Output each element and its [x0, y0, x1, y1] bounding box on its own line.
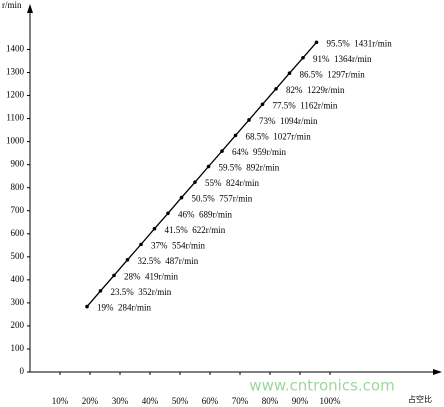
x-tick-label: 20% — [82, 396, 99, 406]
x-tick-label: 70% — [232, 396, 249, 406]
x-tick-label: 10% — [52, 396, 69, 406]
point-label: 37% 554r/min — [151, 240, 205, 250]
point — [166, 211, 170, 216]
y-tick-label: 1200 — [6, 90, 25, 100]
point-label: 19% 284r/min — [97, 303, 151, 313]
point-label: 95.5% 1431r/min — [327, 38, 393, 48]
point-label: 73% 1094r/min — [259, 116, 318, 126]
y-tick-label: 100 — [11, 343, 25, 353]
point — [179, 195, 184, 200]
point-label: 59.5% 892r/min — [219, 163, 280, 173]
y-tick-label: 700 — [11, 205, 25, 215]
y-tick-label: 500 — [11, 251, 25, 261]
point — [85, 304, 89, 309]
point-label: 77.5% 1162r/min — [273, 100, 338, 110]
y-tick-label: 200 — [11, 320, 25, 330]
point — [260, 102, 265, 107]
point — [139, 242, 143, 247]
point — [247, 118, 251, 122]
y-tick-label: 800 — [11, 182, 25, 192]
point-label: 86.5% 1297r/min — [300, 69, 366, 79]
point-label: 91% 1364r/min — [313, 54, 372, 64]
x-tick-label: 30% — [112, 396, 129, 406]
y-arrow — [27, 4, 33, 13]
point-label: 46% 689r/min — [178, 209, 232, 219]
point-label: 50.5% 757r/min — [192, 194, 253, 204]
point — [220, 149, 224, 153]
x-tick-label: 90% — [292, 396, 309, 406]
point — [206, 164, 211, 169]
y-tick-label: 1400 — [6, 44, 25, 54]
point-label: 23.5% 352r/min — [111, 287, 172, 297]
point — [287, 71, 292, 75]
point — [301, 55, 305, 60]
point — [152, 226, 157, 231]
y-tick-label: 300 — [11, 297, 25, 307]
x-tick-label: 50% — [172, 396, 189, 406]
point-label: 41.5% 622r/min — [165, 225, 226, 235]
point — [274, 87, 278, 91]
point — [193, 180, 197, 184]
y-tick-label: 1000 — [6, 136, 25, 146]
point-label: 55% 824r/min — [205, 178, 259, 188]
point — [98, 289, 103, 293]
y-tick-label: 600 — [11, 228, 25, 238]
x-arrow — [433, 369, 442, 375]
point — [314, 40, 319, 45]
point-label: 82% 1229r/min — [286, 85, 345, 95]
point — [125, 258, 130, 262]
x-tick-label: 40% — [142, 396, 159, 406]
y-tick-label: 900 — [11, 159, 25, 169]
point-label: 64% 959r/min — [232, 147, 286, 157]
x-tick-label: 60% — [202, 396, 219, 406]
x-axis-label: 占空比 — [408, 394, 432, 404]
y-tick-label: 1100 — [6, 113, 24, 123]
y-tick-label: 0 — [20, 366, 25, 376]
x-tick-label: 100% — [320, 396, 342, 406]
line — [86, 41, 317, 307]
watermark: www.cntronics.com — [249, 377, 394, 395]
point-label: 68.5% 1027r/min — [246, 131, 312, 141]
y-axis-label: r/min — [2, 0, 22, 10]
y-tick-label: 1300 — [6, 67, 25, 77]
point — [112, 273, 116, 278]
point-label: 32.5% 487r/min — [138, 256, 199, 266]
point — [233, 133, 238, 138]
point-label: 28% 419r/min — [124, 272, 178, 282]
y-tick-label: 400 — [11, 274, 25, 284]
x-tick-label: 80% — [262, 396, 279, 406]
